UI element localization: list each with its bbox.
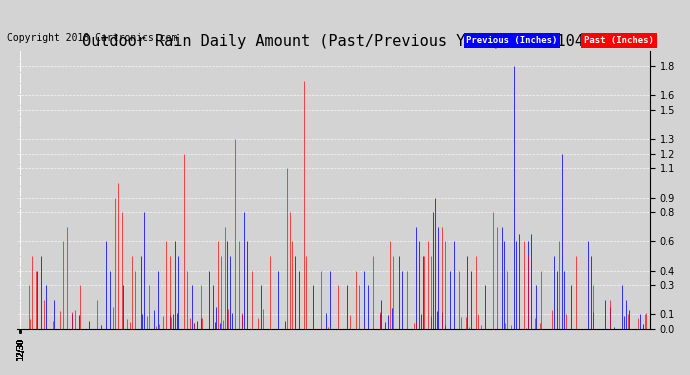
- Text: Past (Inches): Past (Inches): [584, 36, 654, 45]
- Text: Previous (Inches): Previous (Inches): [466, 36, 558, 45]
- Title: Outdoor Rain Daily Amount (Past/Previous Year) 20180104: Outdoor Rain Daily Amount (Past/Previous…: [82, 34, 584, 49]
- Text: Copyright 2018 Cartronics.com: Copyright 2018 Cartronics.com: [7, 33, 177, 43]
